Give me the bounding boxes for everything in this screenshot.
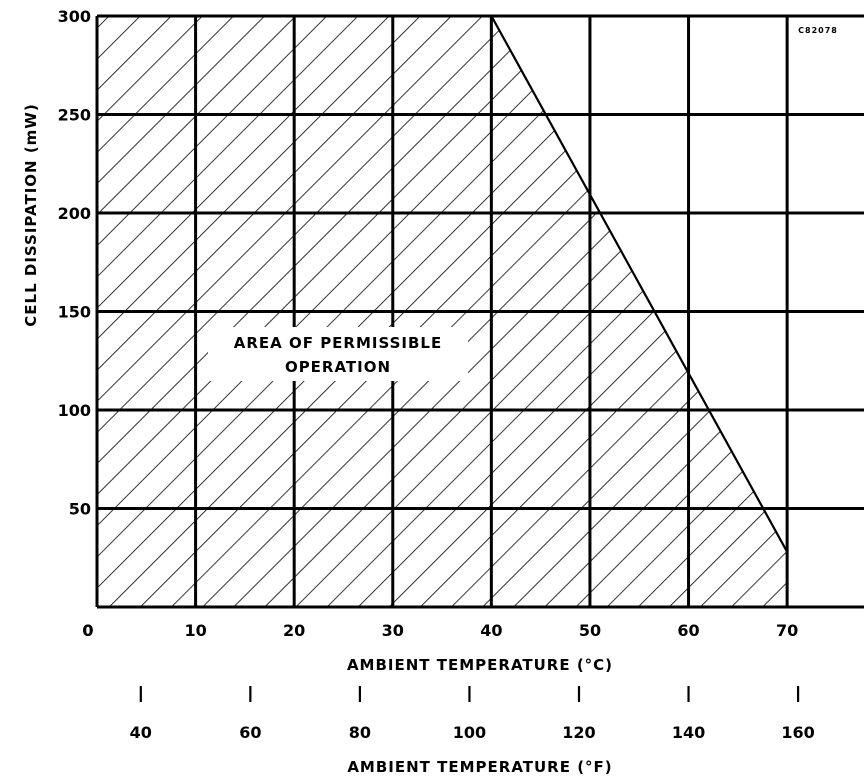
- x-tick-label: 60: [677, 621, 699, 640]
- fahrenheit-tick-label: 80: [349, 723, 371, 742]
- y-tick-label: 300: [58, 7, 91, 26]
- x-tick-label: 70: [776, 621, 798, 640]
- fahrenheit-tick-label: 140: [672, 723, 705, 742]
- y-tick-label: 150: [58, 303, 91, 322]
- x-tick-label: 30: [382, 621, 404, 640]
- fahrenheit-tick-label: 60: [239, 723, 261, 742]
- y-tick-label: 100: [58, 401, 91, 420]
- x-axis-title-celsius: AMBIENT TEMPERATURE (°C): [347, 656, 613, 674]
- region-label-background: [208, 327, 468, 381]
- x-tick-label: 40: [480, 621, 502, 640]
- x-tick-label: 10: [184, 621, 206, 640]
- fahrenheit-tick-label: 160: [781, 723, 814, 742]
- y-tick-label: 200: [58, 204, 91, 223]
- x-tick-label: 20: [283, 621, 305, 640]
- x-axis-title-fahrenheit: AMBIENT TEMPERATURE (°F): [347, 758, 612, 776]
- grid: [95, 14, 864, 609]
- region-label-line-1: AREA OF PERMISSIBLE: [234, 334, 443, 352]
- fahrenheit-tick-label: 40: [130, 723, 152, 742]
- y-axis-title: CELL DISSIPATION (mW): [22, 103, 40, 326]
- region-label-line-2: OPERATION: [285, 358, 391, 376]
- y-tick-label: 250: [58, 106, 91, 125]
- figure-code-label: C82078: [798, 26, 838, 35]
- y-tick-label: 50: [69, 500, 91, 519]
- fahrenheit-tick-label: 100: [453, 723, 486, 742]
- tick-labels: 0 10 20 30 40 50 60 70 50 100 150 200 250 300 40 60 80 10…: [58, 7, 815, 742]
- fahrenheit-tick-label: 120: [562, 723, 595, 742]
- x-tick-label: 0: [82, 621, 93, 640]
- x-tick-label: 50: [579, 621, 601, 640]
- y-tick-label-zero: 0: [82, 621, 93, 640]
